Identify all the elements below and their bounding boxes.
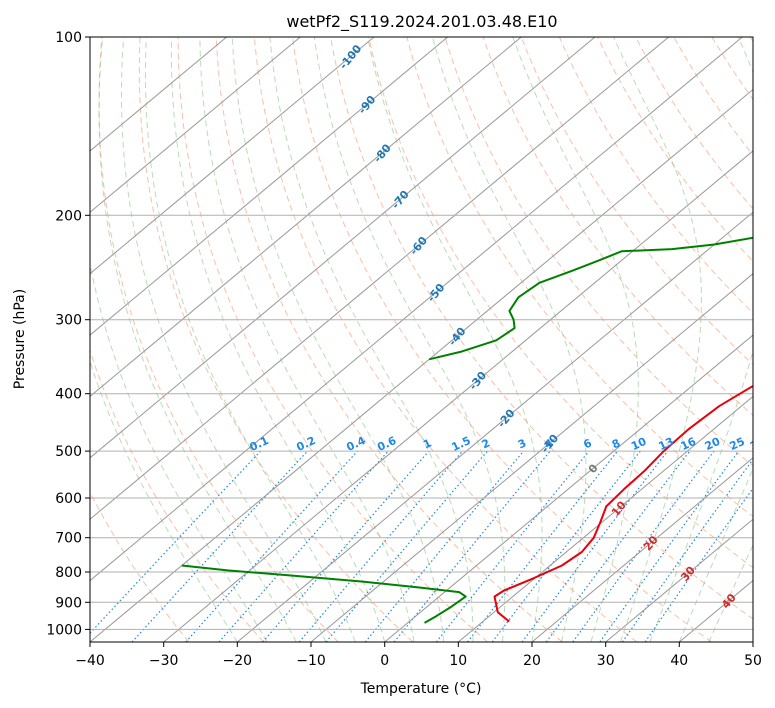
mixing-ratio-line [644,487,753,642]
y-tick-label: 300 [55,313,82,329]
mixing-ratio-label: 36 [769,435,775,453]
plot-frame [89,36,754,643]
isotherm-line [90,88,753,642]
isotherm-line [163,150,753,642]
moist-adiabat [231,37,445,642]
dry-adiabat [558,37,753,314]
plot-background [90,37,753,642]
dry-adiabat [368,37,753,569]
moist-adiabat [144,37,356,642]
x-tick-label: −40 [75,653,105,669]
isotherms [90,37,753,642]
y-axis-label: Pressure (hPa) [12,289,28,389]
x-tick-label: −10 [296,653,326,669]
mixing-ratio-line [298,450,464,642]
dry-adiabat [215,37,563,642]
mixing-ratio-label: 25 [728,435,747,453]
moist-adiabat [90,260,268,642]
x-tick-label: 20 [523,653,541,669]
isotherm-line [90,37,522,398]
mixing-ratio-line [467,450,619,642]
mixing-ratio-line [621,458,753,642]
series-line-2 [181,564,467,624]
isotherm-line [384,334,753,642]
isotherm-line [531,457,753,642]
y-tick-label: 600 [55,491,82,507]
dry-adiabat [520,37,753,366]
y-tick-label: 900 [55,595,82,611]
isotherm-line [457,395,753,642]
mixing-ratio-line [435,450,590,642]
isotherm-line [90,37,449,336]
isotherm-line [90,37,743,582]
x-tick-label: 40 [670,653,688,669]
dry-adiabat [292,37,712,642]
isotherm-line [605,518,753,642]
dry-adiabat [635,37,753,210]
isotherm-line [90,37,228,152]
y-tick-label: 400 [55,387,82,403]
isotherm-line [90,37,670,520]
isotherm-line [90,37,301,213]
dry-adiabat [138,37,414,642]
isotherm-line [752,641,753,642]
chart-title: wetPf2_S119.2024.201.03.48.E10 [286,12,557,32]
moist-adiabat [512,37,639,642]
x-tick-label: 10 [449,653,467,669]
mixing-ratio-line [364,450,525,642]
dry-adiabat [444,37,753,467]
isotherm-line [90,37,596,459]
mixing-ratio-label: 13 [657,435,676,453]
isotherm-line [90,37,375,275]
mixing-ratio-line [599,450,740,642]
mixing-ratio-line [393,450,551,642]
x-tick-label: 0 [380,653,389,669]
mixing-ratio-line [218,450,389,642]
dry-adiabat [98,37,339,642]
series-line-1 [493,385,753,623]
mixing-ratio-label: 10 [629,435,649,453]
isotherm-line [236,211,753,642]
isotherm-line [310,273,753,642]
y-tick-label: 100 [55,30,82,46]
mixing-ratio-line [491,450,641,642]
moist-adiabat [432,37,587,642]
moist-adiabat [367,37,543,642]
series-line-3 [428,236,753,361]
x-tick-label: 50 [744,653,762,669]
mixing-ratio-line [131,450,308,642]
y-axis-ticks: 100 200 300 400 500 600 700 800 900 1000 [46,30,90,638]
profile-series [181,236,753,624]
dry-adiabat [749,37,753,43]
moist-adiabat [98,37,297,642]
dry-adiabat [90,491,190,642]
x-tick-label: −20 [223,653,253,669]
mixing-ratio-lines [90,450,753,642]
x-axis-ticks: −40 −30 −20 −10 0 10 20 30 40 50 [75,642,762,669]
dry-adiabat [330,37,753,620]
mixing-ratio-line [325,450,488,642]
x-tick-label: −30 [149,653,179,669]
mixing-ratio-label: 30 [748,435,768,453]
y-tick-label: 800 [55,565,82,581]
y-tick-label: 200 [55,208,82,224]
y-tick-label: 700 [55,531,82,547]
pressure-gridlines [90,37,753,630]
y-tick-label: 1000 [46,622,82,638]
x-axis-label: Temperature (°C) [360,681,482,697]
moist-adiabat [613,37,702,642]
mixing-ratio-label: 20 [703,435,723,453]
y-tick-label: 500 [55,444,82,460]
moist-adiabat [121,37,327,642]
moist-adiabat [313,37,506,642]
moist-adiabat [269,37,474,642]
moist-adiabats [90,37,753,642]
dry-adiabats [90,37,753,642]
mixing-ratio-label: 16 [679,435,699,453]
x-tick-label: 30 [597,653,615,669]
